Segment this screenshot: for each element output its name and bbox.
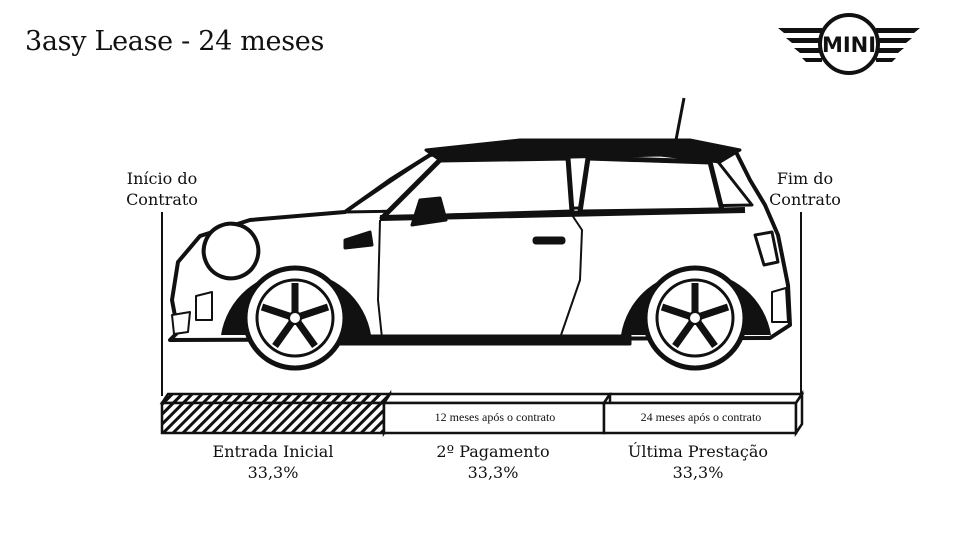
segment-2-label: 2º Pagamento 33,3% xyxy=(393,441,593,483)
start-label: Início do Contrato xyxy=(112,168,212,210)
segment-1-front xyxy=(160,401,386,435)
segment-2-percent: 33,3% xyxy=(467,463,519,482)
segment-3-percent: 33,3% xyxy=(672,463,724,482)
segment-2-front xyxy=(382,401,606,435)
segment-3-front xyxy=(602,401,798,435)
segment-3-caption: 24 meses após o contrato xyxy=(640,410,762,424)
start-label-line2: Contrato xyxy=(126,190,198,209)
timeline-bar xyxy=(159,389,805,438)
segment-3-name: Última Prestação xyxy=(627,442,769,461)
front-wheel xyxy=(242,265,348,371)
end-label-line2: Contrato xyxy=(769,190,841,209)
segment-3-label: Última Prestação 33,3% xyxy=(598,441,798,483)
segment-2-caption: 12 meses após o contrato xyxy=(434,410,556,424)
end-label-line1: Fim do xyxy=(776,169,834,188)
segment-1-name: Entrada Inicial xyxy=(212,442,334,461)
end-label: Fim do Contrato xyxy=(755,168,855,210)
logo-text: MINI xyxy=(822,33,876,57)
segment-1-percent: 33,3% xyxy=(247,463,299,482)
segment-2-name: 2º Pagamento xyxy=(436,442,550,461)
rear-wheel xyxy=(642,265,748,371)
page-title: 3asy Lease - 24 meses xyxy=(25,26,325,57)
segment-1-label: Entrada Inicial 33,3% xyxy=(173,441,373,483)
mini-logo: MINI xyxy=(778,13,920,75)
segment-1-top xyxy=(159,392,393,405)
start-label-line1: Início do xyxy=(126,169,198,188)
